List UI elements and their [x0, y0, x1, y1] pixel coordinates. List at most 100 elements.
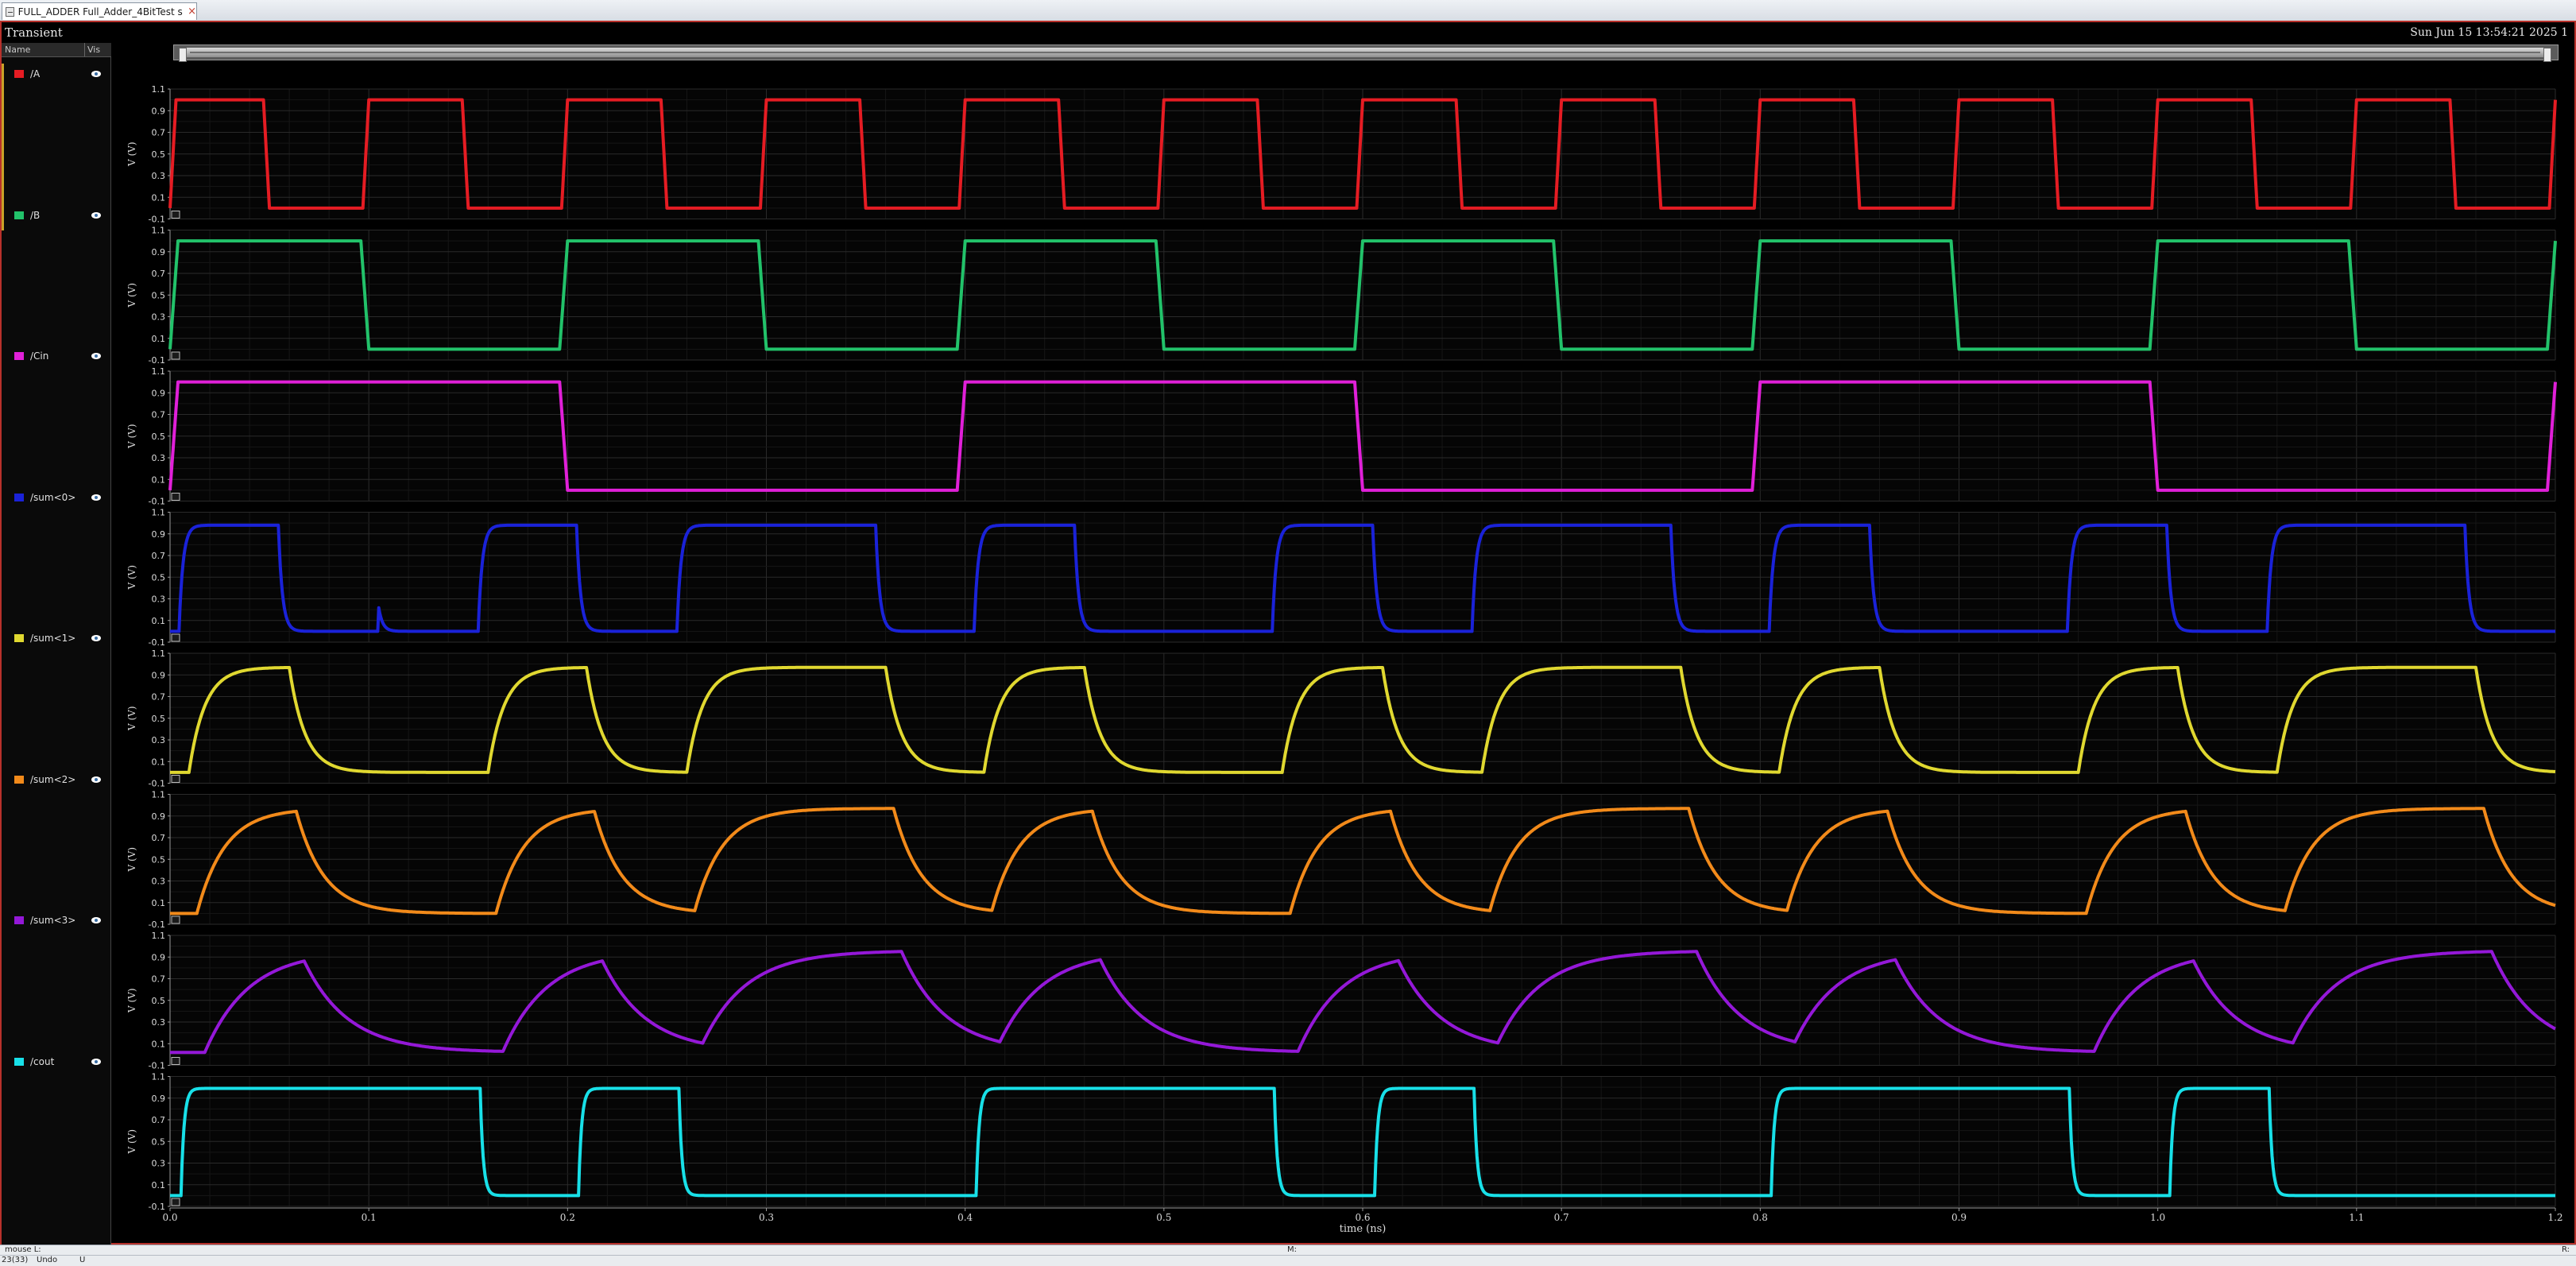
- strip-A[interactable]: 1.1 0.9 0.7 0.5 0.3 0.1 -0.1 V (V): [126, 84, 2557, 225]
- mouse-left-status: mouse L:: [5, 1245, 41, 1254]
- signal-color-swatch: [14, 634, 24, 642]
- signal-list-scrollbar[interactable]: [2, 64, 4, 230]
- x-tick-label: 0.5: [1156, 1212, 1171, 1223]
- y-axis-label: V (V): [126, 283, 137, 308]
- zoom-scroll-thumb[interactable]: [179, 48, 2551, 62]
- tab-waveform-window[interactable]: FULL_ADDER Full_Adder_4BitTest sche... ×: [2, 2, 197, 20]
- visibility-eye-icon[interactable]: [91, 494, 101, 501]
- x-tick-label: 0.8: [1753, 1212, 1768, 1223]
- waveform-Cin[interactable]: [168, 380, 2557, 492]
- y-tick-label: -0.1: [149, 355, 165, 366]
- x-tick-label: 1.2: [2547, 1212, 2562, 1223]
- y-tick-label: 1.1: [152, 366, 166, 377]
- y-axis-label: V (V): [126, 565, 137, 590]
- strip-marker-icon[interactable]: [171, 211, 180, 219]
- waveform-B[interactable]: [168, 239, 2557, 351]
- waveform-sum3[interactable]: [169, 950, 2556, 1055]
- y-tick-label: 0.1: [152, 1039, 166, 1049]
- zoom-handle-left[interactable]: [179, 48, 187, 62]
- waveform-sum1[interactable]: [169, 665, 2556, 774]
- y-tick-label: 0.7: [152, 974, 166, 985]
- y-tick-label: 0.1: [152, 334, 166, 344]
- strip-marker-icon[interactable]: [171, 493, 180, 501]
- y-tick-label: 0.3: [152, 877, 166, 887]
- waveform-A[interactable]: [168, 98, 2557, 210]
- x-axis-label: time (ns): [1340, 1223, 1387, 1235]
- signal-row[interactable]: /sum<1>: [2, 631, 108, 645]
- close-icon[interactable]: ×: [188, 6, 196, 17]
- signal-name: /A: [30, 68, 41, 79]
- signal-row[interactable]: /cout: [2, 1055, 108, 1069]
- visibility-eye-icon[interactable]: [91, 211, 101, 219]
- y-tick-label: 0.7: [152, 551, 166, 561]
- x-tick-label: 0.3: [759, 1212, 774, 1223]
- x-tick-label: 0.0: [162, 1212, 177, 1223]
- visibility-eye-icon[interactable]: [91, 1058, 101, 1065]
- y-tick-label: 0.9: [152, 670, 166, 680]
- y-tick-label: -0.1: [149, 1061, 165, 1071]
- y-tick-label: 1.1: [152, 1072, 166, 1082]
- strip-sum1[interactable]: 1.1 0.9 0.7 0.5 0.3 0.1 -0.1 V (V): [126, 648, 2556, 789]
- waveform-sum2[interactable]: [169, 807, 2556, 916]
- y-tick-label: 0.1: [152, 757, 166, 767]
- strip-B[interactable]: 1.1 0.9 0.7 0.5 0.3 0.1 -0.1 V (V): [126, 226, 2557, 366]
- visibility-eye-icon[interactable]: [91, 635, 101, 641]
- undo-status: Undo: [37, 1256, 58, 1264]
- signal-name: /sum<3>: [30, 915, 76, 926]
- y-axis-label: V (V): [126, 847, 137, 873]
- strip-sum0[interactable]: 1.1 0.9 0.7 0.5 0.3 0.1 -0.1 V (V): [126, 508, 2556, 648]
- y-tick-label: -0.1: [149, 215, 165, 225]
- plot-area[interactable]: 1.1 0.9 0.7 0.5 0.3 0.1 -0.1 V (V) 1.1 0.9 0.7 0.5 0…: [113, 64, 2573, 1245]
- strip-marker-icon[interactable]: [171, 1057, 180, 1065]
- signal-list-header: Name Vis: [2, 43, 111, 57]
- strip-Cin[interactable]: 1.1 0.9 0.7 0.5 0.3 0.1 -0.1 V (V): [126, 366, 2557, 507]
- signal-row[interactable]: /sum<0>: [2, 490, 108, 505]
- column-divider[interactable]: [84, 43, 85, 56]
- y-tick-label: 0.7: [152, 269, 166, 279]
- visibility-eye-icon[interactable]: [91, 353, 101, 359]
- y-tick-label: 0.5: [152, 572, 166, 583]
- y-tick-label: 0.7: [152, 692, 166, 703]
- signal-list-panel: /A/B/Cin/sum<0> /sum<1> /sum<2> /sum<3> /cou…: [2, 57, 111, 1245]
- y-axis-label: V (V): [126, 988, 137, 1013]
- y-tick-label: 0.9: [152, 247, 166, 257]
- y-tick-label: 0.7: [152, 1115, 166, 1125]
- strip-cout[interactable]: 1.1 0.9 0.7 0.5 0.3 0.1 -0.1 V (V): [126, 1072, 2556, 1213]
- y-axis-label: V (V): [126, 141, 137, 167]
- strip-sum2[interactable]: 1.1 0.9 0.7 0.5 0.3 0.1 -0.1 V (V): [126, 790, 2556, 931]
- waveform-plots[interactable]: 1.1 0.9 0.7 0.5 0.3 0.1 -0.1 V (V) 1.1 0.9 0.7 0.5 0…: [113, 64, 2573, 1245]
- column-header-name[interactable]: Name: [5, 45, 31, 55]
- signal-row[interactable]: /sum<3>: [2, 913, 108, 927]
- strip-sum3[interactable]: 1.1 0.9 0.7 0.5 0.3 0.1 -0.1 V (V): [126, 931, 2556, 1071]
- y-tick-label: 0.5: [152, 854, 166, 865]
- strip-marker-icon[interactable]: [171, 351, 180, 360]
- zoom-handle-right[interactable]: [2543, 48, 2551, 62]
- y-tick-label: 0.3: [152, 312, 166, 323]
- waveform-sum0[interactable]: [169, 523, 2556, 633]
- y-tick-label: 0.5: [152, 1136, 166, 1147]
- visibility-eye-icon[interactable]: [91, 71, 101, 77]
- y-tick-label: -0.1: [149, 637, 165, 648]
- visibility-eye-icon[interactable]: [91, 917, 101, 923]
- y-tick-label: 0.7: [152, 833, 166, 843]
- column-header-vis[interactable]: Vis: [87, 45, 101, 55]
- y-tick-label: 0.1: [152, 192, 166, 203]
- y-tick-label: 0.3: [152, 1017, 166, 1028]
- strip-marker-icon[interactable]: [171, 916, 180, 924]
- signal-color-swatch: [14, 916, 24, 924]
- visibility-eye-icon[interactable]: [91, 776, 101, 783]
- time-zoom-scrollbar[interactable]: [173, 45, 2559, 62]
- y-axis-label: V (V): [126, 1129, 137, 1155]
- strip-marker-icon[interactable]: [171, 775, 180, 783]
- strip-marker-icon[interactable]: [171, 633, 180, 642]
- signal-row[interactable]: /sum<2>: [2, 772, 108, 787]
- signal-row[interactable]: /A: [2, 67, 108, 81]
- signal-row[interactable]: /Cin: [2, 349, 108, 363]
- strip-marker-icon[interactable]: [171, 1198, 180, 1206]
- y-tick-label: 0.5: [152, 432, 166, 442]
- signal-row[interactable]: /B: [2, 208, 108, 223]
- y-tick-label: 0.3: [152, 453, 166, 463]
- waveform-cout[interactable]: [169, 1086, 2556, 1198]
- x-tick-label: 0.6: [1355, 1212, 1370, 1223]
